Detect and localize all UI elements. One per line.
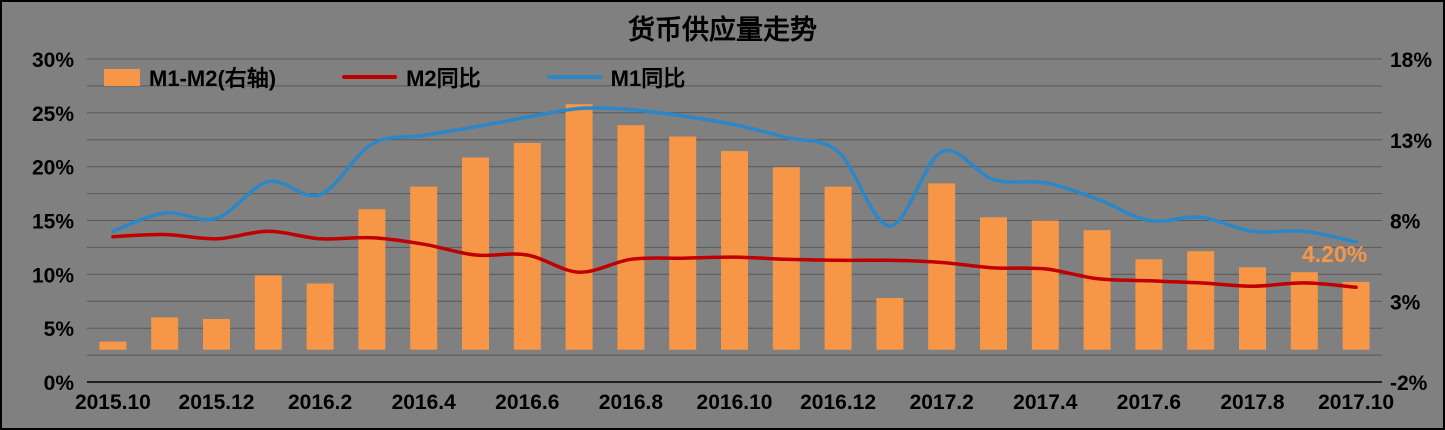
x-axis-label: 2017.4 — [1013, 391, 1078, 414]
bar — [1342, 281, 1370, 350]
bar — [824, 186, 852, 350]
x-axis-label: 2015.10 — [75, 391, 151, 414]
bar — [928, 183, 956, 350]
x-axis-label: 2016.12 — [800, 391, 876, 414]
legend-label-m1-m2: M1-M2(右轴) — [149, 66, 277, 91]
bar — [1083, 230, 1111, 350]
bar — [306, 283, 334, 350]
m2-line-swatch-icon — [342, 75, 398, 79]
bar — [1031, 220, 1059, 350]
bar — [565, 104, 593, 350]
bar — [99, 341, 127, 350]
legend-item-m1-m2: M1-M2(右轴) — [104, 61, 276, 93]
bar — [876, 298, 904, 350]
bar — [1290, 272, 1318, 350]
bar-swatch-icon — [104, 68, 140, 86]
x-axis-label: 2017.10 — [1318, 391, 1394, 414]
x-axis-label: 2016.8 — [599, 391, 664, 414]
x-axis-label: 2017.8 — [1220, 391, 1285, 414]
bar — [980, 217, 1007, 350]
y-axis-left-label: 15% — [32, 211, 74, 234]
bar — [358, 209, 386, 350]
bars-m1-m2 — [99, 104, 1370, 350]
bar — [669, 136, 697, 350]
legend-item-m2: M2同比 — [342, 61, 481, 93]
x-axis-label: 2015.12 — [179, 391, 255, 414]
y-axis-left-labels: 0% 5% 10% 15% 20% 25% 30% — [32, 49, 74, 395]
bar — [617, 125, 645, 350]
x-axis-label: 2016.2 — [288, 391, 352, 414]
y-axis-left-label: 5% — [44, 318, 75, 341]
x-axis-label: 2016.10 — [697, 391, 773, 414]
bar — [254, 275, 282, 350]
chart-title: 货币供应量走势 — [628, 15, 817, 45]
y-axis-left-label: 20% — [32, 157, 74, 180]
y-axis-right-label: 3% — [1390, 291, 1421, 314]
last-value-label: 4.20% — [1302, 241, 1368, 267]
y-axis-left-label: 10% — [32, 264, 74, 287]
bar — [1135, 259, 1163, 350]
x-axis-label: 2017.6 — [1117, 391, 1181, 414]
y-axis-right-label: 13% — [1390, 130, 1432, 153]
y-axis-right-labels: -2% 3% 8% 13% 18% — [1390, 49, 1432, 395]
bar — [151, 317, 179, 350]
y-axis-right-label: 8% — [1390, 211, 1421, 234]
legend-label-m1: M1同比 — [610, 66, 686, 91]
x-axis-label: 2016.6 — [495, 391, 559, 414]
y-axis-left-label: 0% — [44, 372, 75, 395]
y-axis-left-label: 25% — [32, 103, 74, 126]
x-axis-label: 2016.4 — [392, 391, 457, 414]
y-axis-right-label: -2% — [1390, 372, 1428, 395]
bar — [1187, 251, 1215, 350]
y-axis-right-label: 18% — [1390, 49, 1432, 72]
legend-label-m2: M2同比 — [406, 66, 481, 91]
y-axis-left-label: 30% — [32, 49, 74, 72]
m1-line-swatch-icon — [546, 75, 602, 79]
x-axis-labels: 2015.10 2015.12 2016.2 2016.4 2016.6 2016.8 20… — [75, 391, 1394, 414]
bar — [1239, 267, 1266, 350]
bar — [203, 319, 230, 350]
x-axis-label: 2017.2 — [910, 391, 974, 414]
m2-line — [111, 229, 1358, 290]
legend: M1-M2(右轴) M2同比 M1同比 — [104, 61, 685, 93]
m1-line — [111, 106, 1358, 244]
bar — [513, 143, 541, 350]
bar — [721, 151, 748, 350]
legend-item-m1: M1同比 — [546, 61, 686, 93]
bar — [410, 186, 438, 350]
